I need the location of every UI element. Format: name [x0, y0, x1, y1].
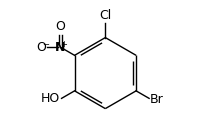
- Text: Br: Br: [150, 93, 164, 106]
- Text: O: O: [36, 41, 46, 54]
- Text: O: O: [55, 20, 65, 33]
- Text: −: −: [43, 40, 49, 49]
- Text: +: +: [60, 40, 67, 49]
- Text: N: N: [55, 41, 66, 54]
- Text: HO: HO: [41, 92, 60, 105]
- Text: Cl: Cl: [99, 9, 112, 22]
